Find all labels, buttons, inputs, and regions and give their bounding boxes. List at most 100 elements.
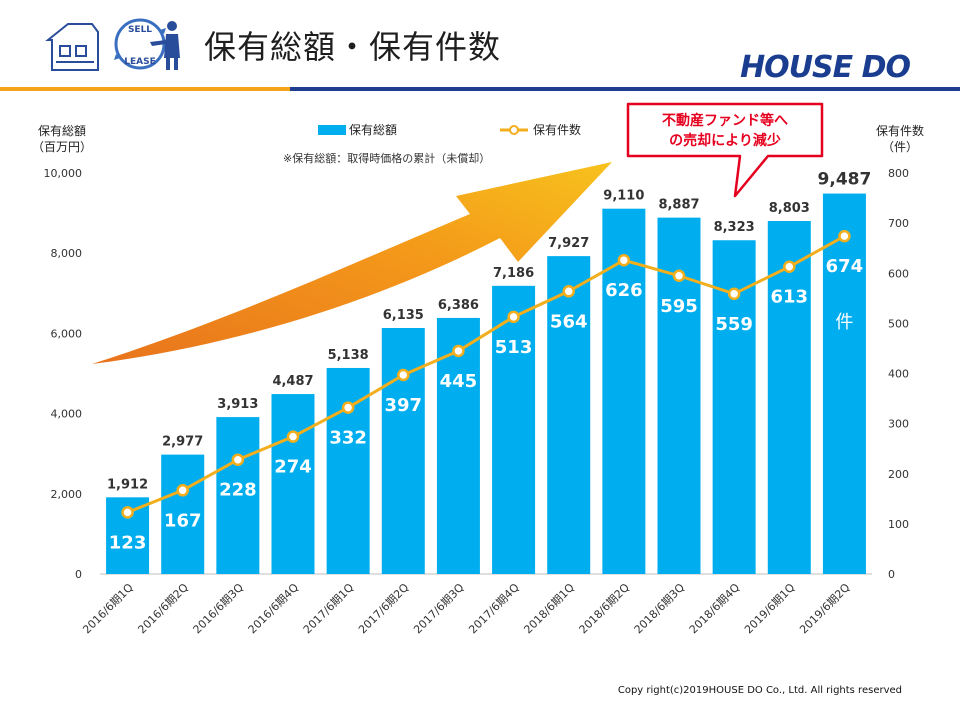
- y-right-tick-label: 300: [888, 418, 909, 431]
- x-tick-label: 2018/6期1Q: [521, 581, 577, 637]
- line-value-label: 332: [329, 428, 367, 449]
- bar-value-label: 9,110: [603, 189, 644, 204]
- y-right-axis-title: 保有件数: [876, 123, 924, 138]
- line-point: [727, 287, 741, 301]
- logo-lease-text: LEASE: [124, 57, 155, 67]
- x-tick-label: 2017/6期1Q: [301, 581, 357, 637]
- chart-note: ※保有総額：取得時価格の累計（未償却）: [283, 151, 490, 165]
- page-title: 保有総額・保有件数: [204, 28, 502, 66]
- line-point: [838, 229, 851, 243]
- line-point: [507, 310, 520, 324]
- x-tick-label: 2016/6期4Q: [246, 581, 302, 637]
- y-right-tick-label: 100: [888, 518, 909, 531]
- line-value-label: 397: [384, 395, 422, 416]
- line-value-label: 613: [770, 287, 808, 308]
- series-line-count: [127, 234, 846, 514]
- bar: [161, 454, 205, 574]
- bar-value-label: 6,135: [383, 308, 424, 323]
- x-tick-label: 2019/6期2Q: [797, 581, 853, 637]
- line-value-label: 626: [605, 280, 643, 301]
- y-right-tick-label: 0: [888, 568, 895, 581]
- count-unit-label: 件: [835, 312, 853, 333]
- x-tick-label: 2018/6期2Q: [577, 581, 633, 637]
- callout-text-line1: 不動産ファンド等へ: [662, 112, 788, 129]
- growth-arrow: [92, 162, 612, 364]
- bar-value-label: 6,386: [438, 298, 479, 313]
- x-tick-label: 2018/6期4Q: [687, 581, 743, 637]
- legend-swatch-bar: [318, 125, 346, 135]
- bar: [436, 317, 480, 574]
- y-right-tick-label: 400: [888, 368, 909, 381]
- house-icon: [45, 23, 99, 71]
- legend-swatch-marker: [509, 125, 519, 135]
- bar: [767, 220, 811, 574]
- bar-value-label: 8,803: [769, 201, 810, 216]
- callout-text-line2: の売却により減少: [669, 132, 781, 149]
- line-point: [617, 253, 631, 267]
- line-point: [783, 260, 796, 273]
- header-divider-orange: [0, 87, 290, 91]
- line-value-label: 274: [274, 457, 312, 478]
- line-point: [562, 285, 575, 298]
- y-right-tick-label: 700: [888, 217, 909, 230]
- x-tick-label: 2017/6期3Q: [411, 581, 467, 637]
- x-tick-label: 2019/6期1Q: [742, 581, 798, 637]
- legend-label-amount: 保有総額: [349, 123, 397, 137]
- bar-value-label: 4,487: [272, 374, 313, 389]
- bar: [381, 327, 425, 574]
- y-left-tick-label: 4,000: [51, 408, 83, 421]
- x-tick-label: 2016/6期2Q: [135, 581, 191, 637]
- line-value-label: 123: [109, 532, 147, 553]
- y-left-tick-label: 0: [75, 568, 82, 581]
- legend-label-count: 保有件数: [533, 122, 581, 137]
- bar-value-label: 9,487: [818, 170, 872, 190]
- y-right-tick-label: 600: [888, 267, 909, 280]
- bar-value-label: 8,323: [714, 220, 755, 235]
- company-emblem: SELL LEASE: [45, 18, 180, 71]
- line-point: [231, 453, 245, 466]
- bar-value-label: 7,927: [548, 236, 589, 251]
- y-left-tick-label: 10,000: [44, 167, 83, 180]
- line-point: [121, 506, 134, 519]
- brand-logo: HOUSE DO: [740, 50, 911, 85]
- bar-value-label: 5,138: [328, 348, 369, 363]
- bar: [216, 417, 260, 574]
- callout-box: [626, 102, 824, 198]
- line-point: [672, 269, 686, 283]
- y-right-axis-unit: （件）: [882, 140, 918, 154]
- y-left-axis-unit: （百万円）: [32, 140, 92, 154]
- bar-value-label: 7,186: [493, 266, 534, 281]
- line-value-label: 595: [660, 296, 698, 317]
- copyright-notice: Copy right(c)2019HOUSE DO Co., Ltd. All …: [617, 685, 902, 696]
- line-value-label: 445: [440, 371, 478, 392]
- handshake-icon: [150, 21, 180, 70]
- x-tick-label: 2016/6期1Q: [80, 581, 136, 637]
- line-value-label: 167: [164, 510, 202, 531]
- bar-value-label: 2,977: [162, 435, 203, 450]
- line-point: [452, 344, 465, 358]
- x-tick-label: 2016/6期3Q: [191, 581, 247, 637]
- line-value-label: 564: [550, 311, 588, 332]
- x-tick-label: 2017/6期4Q: [466, 581, 522, 637]
- y-left-tick-label: 8,000: [51, 247, 83, 260]
- y-left-tick-label: 6,000: [51, 327, 83, 340]
- x-tick-label: 2018/6期3Q: [632, 581, 688, 637]
- line-value-label: 228: [219, 480, 257, 501]
- logo-sell-text: SELL: [128, 25, 152, 35]
- holdings-chart: 0 2,000 4,000 6,000 8,000 10,000 0 100 200 300 400…: [32, 102, 924, 637]
- line-value-label: 559: [715, 314, 753, 335]
- line-point: [176, 484, 189, 497]
- bar: [492, 285, 536, 574]
- bar-value-label: 3,913: [217, 397, 258, 412]
- x-tick-label: 2017/6期2Q: [356, 581, 412, 637]
- line-value-label: 513: [495, 337, 533, 358]
- line-value-label: 674: [826, 256, 864, 277]
- bar: [271, 394, 315, 574]
- bar-value-label: 8,887: [658, 198, 699, 213]
- bar: [822, 193, 866, 575]
- header-divider: [0, 87, 960, 91]
- header-divider-navy: [290, 87, 960, 91]
- line-point: [341, 401, 355, 414]
- y-right-tick-label: 500: [888, 317, 909, 330]
- y-left-tick-label: 2,000: [51, 488, 83, 501]
